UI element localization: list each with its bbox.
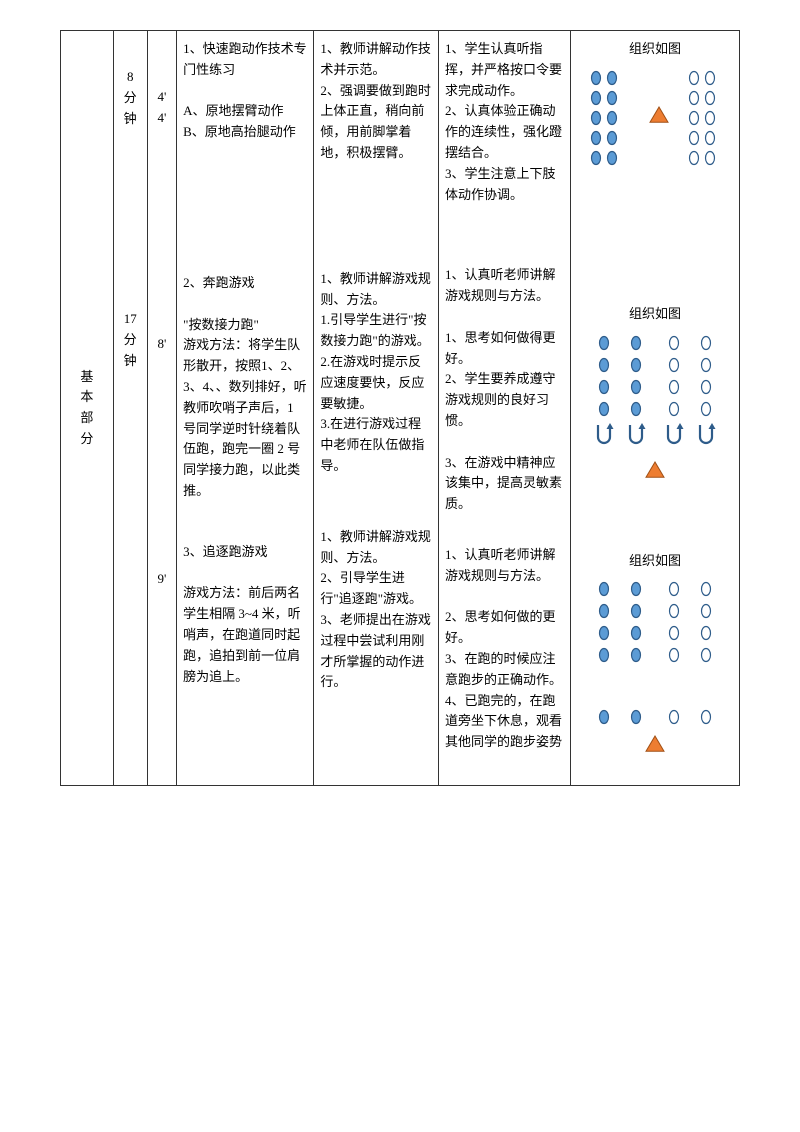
subtime-1b: 4' (150, 108, 175, 129)
time-label-1: 8 分 钟 (123, 67, 137, 129)
teacher-3: 1、教师讲解游戏规则、方法。 2、引导学生进行"追逐跑"游戏。 3、老师提出在游… (320, 527, 432, 693)
student-1: 1、学生认真听指挥，并严格按口令要求完成动作。 2、认真体验正确动作的连续性，强… (445, 39, 564, 205)
lesson-plan-table: 基本部分 8 分 钟 17 分 钟 4' 4' 8' 9' 1、快速跑动作技术专… (60, 30, 740, 786)
diagram-title-3: 组织如图 (577, 551, 733, 572)
student-3: 1、认真听老师讲解游戏规则与方法。 2、思考如何做的更好。 3、在跑的时候应注意… (445, 545, 564, 753)
teacher-2: 1、教师讲解游戏规则、方法。 1.引导学生进行"按数接力跑"的游戏。 2.在游戏… (320, 269, 432, 477)
section-label: 基本部分 (80, 367, 94, 450)
subtime-1a: 4' (150, 87, 175, 108)
diagram-title-2: 组织如图 (577, 304, 733, 325)
formation-diagram-3 (577, 577, 733, 767)
section-label-cell: 基本部分 (61, 31, 114, 786)
subtime-cell: 4' 4' 8' 9' (147, 31, 177, 786)
teacher-cell: 1、教师讲解动作技术并示范。 2、强调要做到跑时上体正直，稍向前倾，用前脚掌着地… (314, 31, 439, 786)
content-2: 2、奔跑游戏 "按数接力跑" 游戏方法：将学生队形散开，按照1、2、3、4、、数… (183, 273, 307, 502)
content-3: 3、追逐跑游戏 游戏方法：前后两名学生相隔 3~4 米，听哨声，在跑道同时起跑，… (183, 542, 307, 688)
table-row: 基本部分 8 分 钟 17 分 钟 4' 4' 8' 9' 1、快速跑动作技术专… (61, 31, 740, 786)
formation-diagram-1 (577, 66, 733, 176)
student-cell: 1、学生认真听指挥，并严格按口令要求完成动作。 2、认真体验正确动作的连续性，强… (439, 31, 571, 786)
teacher-1: 1、教师讲解动作技术并示范。 2、强调要做到跑时上体正直，稍向前倾，用前脚掌着地… (320, 39, 432, 164)
content-1: 1、快速跑动作技术专门性练习 A、原地摆臂动作 B、原地高抬腿动作 (183, 39, 307, 143)
diagram-title-1: 组织如图 (577, 39, 733, 60)
time-label-2: 17 分 钟 (123, 309, 137, 371)
subtime-2a: 8' (150, 334, 175, 355)
student-2: 1、认真听老师讲解游戏规则与方法。 1、思考如何做得更好。 2、学生要养成遵守游… (445, 265, 564, 515)
time-cell: 8 分 钟 17 分 钟 (113, 31, 147, 786)
subtime-3a: 9' (150, 569, 175, 590)
diagram-cell: 组织如图 组织如图 组织如图 (570, 31, 739, 786)
formation-diagram-2 (577, 331, 733, 496)
content-cell: 1、快速跑动作技术专门性练习 A、原地摆臂动作 B、原地高抬腿动作 2、奔跑游戏… (177, 31, 314, 786)
